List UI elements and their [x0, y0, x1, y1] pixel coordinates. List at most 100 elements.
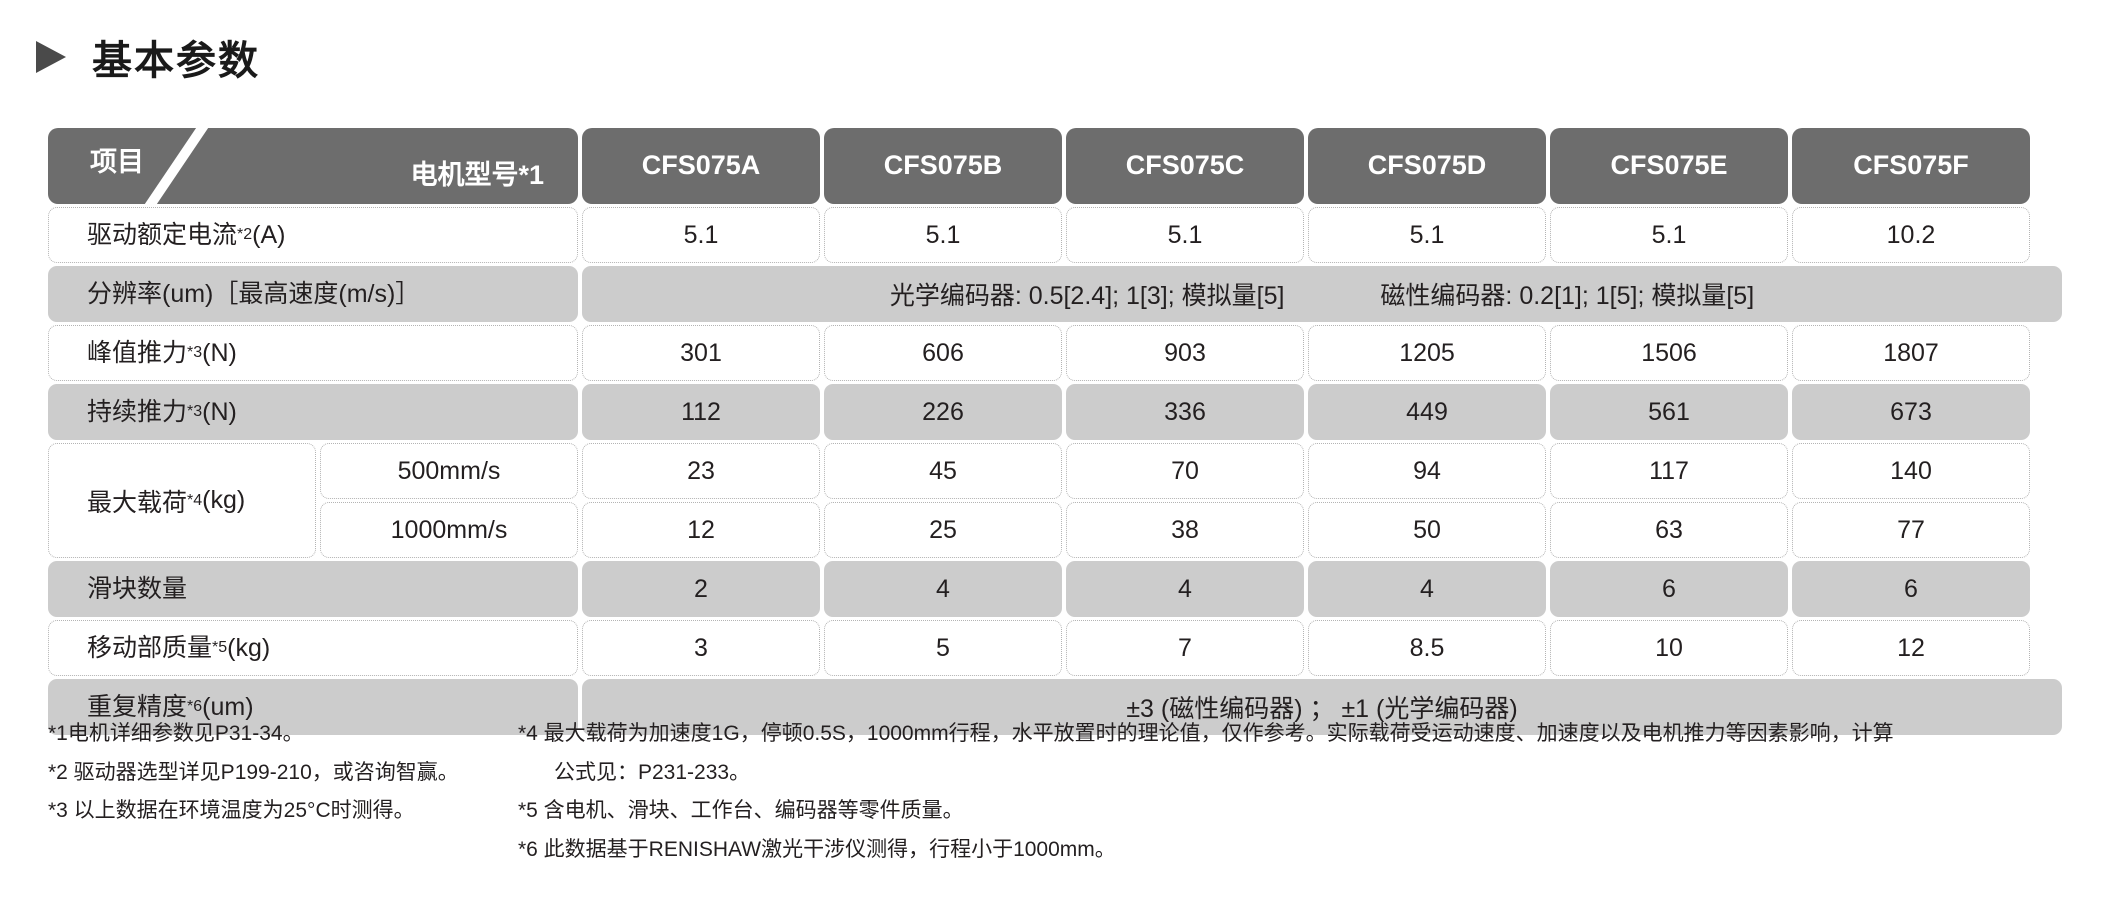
cell-value: 12: [1792, 620, 2030, 676]
cell-value: 23: [582, 443, 820, 499]
row-label-peak-force: 峰值推力 *3 (N): [48, 325, 578, 381]
cell-value: 50: [1308, 502, 1546, 558]
row-label-unit: (N): [202, 338, 237, 367]
row-label-slider-count: 滑块数量: [48, 561, 578, 617]
page-title-text: 基本参数: [92, 39, 260, 83]
cell-value: 25: [824, 502, 1062, 558]
row-label-unit: (kg): [202, 486, 246, 514]
row-label-moving-mass: 移动部质量 *5 (kg): [48, 620, 578, 676]
triangle-marker-icon: [36, 41, 66, 73]
footnotes-right-column: *4 最大载荷为加速度1G，停顿0.5S，1000mm行程，水平放置时的理论值，…: [518, 718, 2062, 872]
cell-value: 7: [1066, 620, 1304, 676]
row-label-text: 最大载荷: [87, 488, 188, 517]
resolution-optical-value: 光学编码器: 0.5[2.4]; 1[3]; 模拟量[5]: [889, 282, 1285, 310]
diagonal-divider-icon: [132, 128, 226, 204]
table-subrow-speed-500: 500mm/s 23 45 70 94 117 140: [320, 443, 2062, 499]
cell-value: 94: [1308, 443, 1546, 499]
row-label-rated-current: 驱动额定电流 *2 (A): [48, 207, 578, 263]
cell-value: 5.1: [582, 207, 820, 263]
row-label-unit: (N): [202, 397, 237, 426]
cell-value: 1205: [1308, 325, 1546, 381]
repeatability-value-span: ±3 (磁性编码器) ； ±1 (光学编码器): [582, 679, 2062, 735]
cell-value: 903: [1066, 325, 1304, 381]
footnote-5: *5 含电机、滑块、工作台、编码器等零件质量。: [518, 799, 964, 823]
cell-value: 2: [582, 561, 820, 617]
cell-value: 70: [1066, 443, 1304, 499]
cell-value: 606: [824, 325, 1062, 381]
row-label-repeatability: 重复精度 *6 (um): [48, 679, 578, 735]
cell-value: 301: [582, 325, 820, 381]
cell-value: 12: [582, 502, 820, 558]
footnotes: *1电机详细参数见P31-34。 *2 驱动器选型详见P199-210，或咨询智…: [48, 718, 2062, 872]
cell-value: 10.2: [1792, 207, 2030, 263]
cell-value: 1506: [1550, 325, 1788, 381]
footnote-4: *4 最大载荷为加速度1G，停顿0.5S，1000mm行程，水平放置时的理论值，…: [518, 722, 1894, 745]
cell-value: 5.1: [1066, 207, 1304, 263]
header-model-cfs075e: CFS075E: [1550, 128, 1788, 204]
cell-value: 5.1: [1550, 207, 1788, 263]
resolution-magnetic-value: 磁性编码器: 0.2[1]; 1[5]; 模拟量[5]: [1380, 282, 1755, 310]
cell-value: 8.5: [1308, 620, 1546, 676]
row-label-text: 峰值推力: [87, 338, 188, 367]
sublabel-speed-500: 500mm/s: [320, 443, 578, 499]
table-row-slider-count: 滑块数量 2 4 4 4 6 6: [48, 561, 2062, 617]
header-model-cfs075a: CFS075A: [582, 128, 820, 204]
row-label-resolution: 分辨率(um)［最高速度(m/s)］: [48, 266, 578, 322]
cell-value: 561: [1550, 384, 1788, 440]
table-header-row: 项目 电机型号*1 CFS075A CFS075B CFS075C CFS075…: [48, 128, 2062, 204]
row-label-text: 驱动额定电流: [87, 220, 238, 249]
row-label-text: 重复精度: [87, 692, 188, 721]
cell-value: 336: [1066, 384, 1304, 440]
header-split-cell: 项目 电机型号*1: [48, 128, 578, 204]
footnotes-left-column: *1电机详细参数见P31-34。 *2 驱动器选型详见P199-210，或咨询智…: [48, 718, 518, 872]
max-load-subrows: 500mm/s 23 45 70 94 117 140 1000mm/s 12 …: [320, 443, 2062, 558]
cell-value: 117: [1550, 443, 1788, 499]
cell-value: 112: [582, 384, 820, 440]
cell-value: 3: [582, 620, 820, 676]
cell-value: 4: [824, 561, 1062, 617]
footnote-4-continued: 公式见：P231-233。: [554, 760, 751, 784]
table-row-resolution: 分辨率(um)［最高速度(m/s)］ 光学编码器: 0.5[2.4]; 1[3]…: [48, 266, 2062, 322]
row-label-text: 移动部质量: [87, 633, 213, 662]
row-label-continuous-force: 持续推力 *3 (N): [48, 384, 578, 440]
table-row-max-load: 最大载荷 *4 (kg) 500mm/s 23 45 70 94 117 140 1…: [48, 443, 2062, 558]
page-title: 基本参数: [36, 28, 260, 86]
cell-value: 5.1: [824, 207, 1062, 263]
cell-value: 673: [1792, 384, 2030, 440]
cell-value: 4: [1308, 561, 1546, 617]
row-label-unit: (A): [252, 220, 286, 249]
header-model-cfs075d: CFS075D: [1308, 128, 1546, 204]
header-model-cfs075c: CFS075C: [1066, 128, 1304, 204]
footnote-1: *1电机详细参数见P31-34。: [48, 722, 304, 745]
cell-value: 5.1: [1308, 207, 1546, 263]
row-label-unit: (um): [202, 692, 254, 721]
cell-value: 4: [1066, 561, 1304, 617]
resolution-values-span: 光学编码器: 0.5[2.4]; 1[3]; 模拟量[5] 磁性编码器: 0.2…: [582, 266, 2062, 322]
cell-value: 6: [1550, 561, 1788, 617]
row-label-unit: (kg): [227, 633, 271, 662]
cell-value: 226: [824, 384, 1062, 440]
cell-value: 10: [1550, 620, 1788, 676]
cell-value: 5: [824, 620, 1062, 676]
table-row-rated-current: 驱动额定电流 *2 (A) 5.1 5.1 5.1 5.1 5.1 10.2: [48, 207, 2062, 263]
cell-value: 140: [1792, 443, 2030, 499]
table-row-continuous-force: 持续推力 *3 (N) 112 226 336 449 561 673: [48, 384, 2062, 440]
header-model-cfs075b: CFS075B: [824, 128, 1062, 204]
table-subrow-speed-1000: 1000mm/s 12 25 38 50 63 77: [320, 502, 2062, 558]
cell-value: 45: [824, 443, 1062, 499]
cell-value: 1807: [1792, 325, 2030, 381]
footnote-3: *3 以上数据在环境温度为25°C时测得。: [48, 799, 415, 823]
specification-table: 项目 电机型号*1 CFS075A CFS075B CFS075C CFS075…: [48, 128, 2062, 738]
table-row-peak-force: 峰值推力 *3 (N) 301 606 903 1205 1506 1807: [48, 325, 2062, 381]
cell-value: 63: [1550, 502, 1788, 558]
cell-value: 77: [1792, 502, 2030, 558]
cell-value: 6: [1792, 561, 2030, 617]
row-label-text: 持续推力: [87, 397, 188, 426]
header-item-label: 项目: [90, 147, 144, 177]
header-model-label: 电机型号*1: [410, 160, 544, 190]
cell-value: 38: [1066, 502, 1304, 558]
table-row-repeatability: 重复精度 *6 (um) ±3 (磁性编码器) ； ±1 (光学编码器): [48, 679, 2062, 735]
table-row-moving-mass: 移动部质量 *5 (kg) 3 5 7 8.5 10 12: [48, 620, 2062, 676]
cell-value: 449: [1308, 384, 1546, 440]
